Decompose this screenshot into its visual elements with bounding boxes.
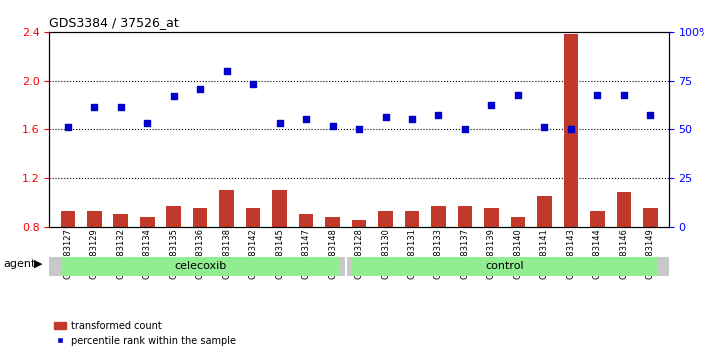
Bar — [405, 211, 420, 227]
Point — [142, 120, 153, 126]
Point — [89, 104, 100, 110]
Text: ▶: ▶ — [34, 259, 42, 269]
Bar — [643, 208, 658, 227]
Text: GDS3384 / 37526_at: GDS3384 / 37526_at — [49, 16, 179, 29]
Point — [353, 126, 365, 132]
Bar — [378, 211, 393, 227]
Bar — [352, 257, 658, 276]
Text: control: control — [485, 261, 524, 272]
Bar — [166, 206, 181, 227]
Bar — [510, 217, 525, 227]
Bar — [220, 190, 234, 227]
Point — [486, 102, 497, 108]
Point — [194, 86, 206, 92]
Bar — [113, 215, 128, 227]
Point — [565, 126, 577, 132]
Point — [406, 117, 417, 122]
Point — [301, 117, 312, 122]
Point — [591, 92, 603, 98]
Bar — [564, 34, 578, 227]
Bar — [61, 211, 75, 227]
Bar — [193, 208, 208, 227]
Bar — [537, 196, 552, 227]
Bar — [484, 208, 498, 227]
Point — [327, 123, 338, 129]
Bar — [140, 217, 154, 227]
Bar — [298, 215, 313, 227]
Point — [380, 114, 391, 120]
Bar — [246, 208, 260, 227]
Point — [645, 112, 656, 118]
Point — [539, 124, 550, 130]
Bar — [272, 190, 287, 227]
Point — [221, 68, 232, 74]
Bar — [87, 211, 101, 227]
Point — [115, 104, 127, 110]
Bar — [61, 257, 340, 276]
Point — [513, 92, 524, 98]
Point — [274, 120, 285, 126]
Point — [248, 81, 259, 87]
Bar — [352, 221, 366, 227]
Bar — [325, 217, 340, 227]
Legend: transformed count, percentile rank within the sample: transformed count, percentile rank withi… — [54, 321, 236, 346]
Point — [433, 112, 444, 118]
Text: agent: agent — [4, 259, 36, 269]
Point — [459, 126, 470, 132]
Point — [62, 124, 73, 130]
Point — [168, 93, 180, 99]
Bar — [458, 206, 472, 227]
Bar — [617, 193, 631, 227]
Text: celecoxib: celecoxib — [174, 261, 226, 272]
Point — [618, 92, 629, 98]
Bar — [431, 206, 446, 227]
Bar — [590, 211, 605, 227]
